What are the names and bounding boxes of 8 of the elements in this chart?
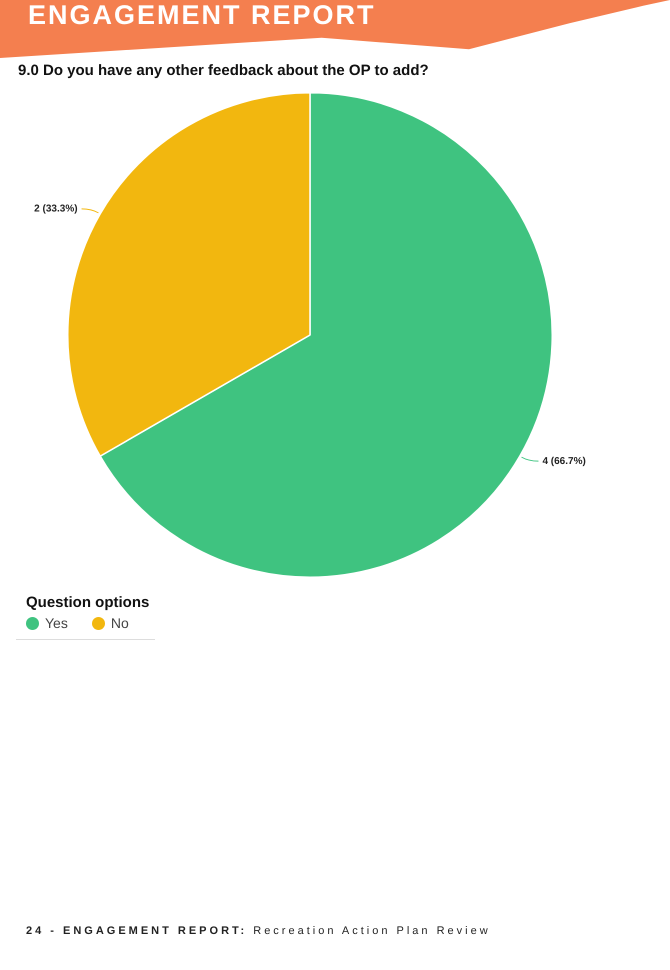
text: ENGAGEMENT REPORT — [28, 0, 376, 31]
data-label: 4 (66.7%) — [542, 456, 586, 467]
legend-title: Question options — [26, 594, 150, 611]
legend-label: No — [110, 615, 129, 631]
text: 24 - ENGAGEMENT REPORT: Recreation Action Plan Review — [26, 925, 491, 937]
chart-title: 9.0 Do you have any other feedback about the OP to add? — [18, 62, 429, 79]
data-label: 2 (33.3%) — [34, 204, 78, 215]
legend-label: Yes — [45, 615, 68, 631]
